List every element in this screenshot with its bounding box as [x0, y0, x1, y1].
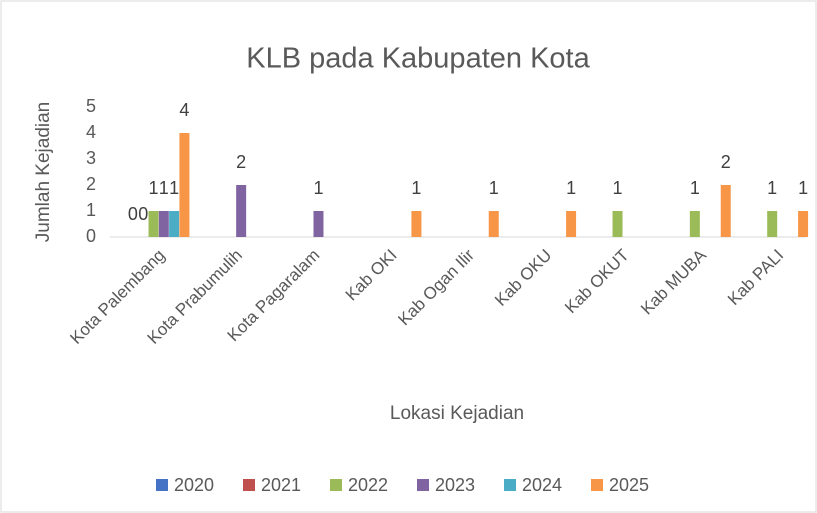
y-tick-label: 4 — [86, 122, 96, 142]
y-tick-label: 3 — [86, 148, 96, 168]
bar — [179, 133, 190, 237]
legend-label: 2023 — [435, 475, 475, 495]
data-label: 1 — [566, 178, 576, 198]
data-label: 0 — [128, 204, 138, 224]
legend-label: 2020 — [174, 475, 214, 495]
bar — [566, 211, 577, 237]
data-label: 1 — [690, 178, 700, 198]
bar — [612, 211, 623, 237]
bar — [488, 211, 499, 237]
legend-swatch — [504, 479, 516, 491]
bar — [767, 211, 778, 237]
data-label: 1 — [149, 178, 159, 198]
chart-title: KLB pada Kabupaten Kota — [246, 43, 590, 75]
data-label: 2 — [721, 152, 731, 172]
y-axis-label: Jumlah Kejadian — [33, 102, 54, 242]
legend-swatch — [591, 479, 603, 491]
bar — [798, 211, 809, 237]
bar — [313, 211, 324, 237]
legend-swatch — [330, 479, 342, 491]
data-label: 1 — [159, 178, 169, 198]
bar — [411, 211, 422, 237]
data-label: 1 — [169, 178, 179, 198]
legend-label: 2025 — [609, 475, 649, 495]
bar — [236, 185, 247, 237]
y-tick-label: 1 — [86, 200, 96, 220]
data-label: 1 — [767, 178, 777, 198]
data-label: 1 — [313, 178, 323, 198]
bar — [148, 211, 159, 237]
data-label: 1 — [613, 178, 623, 198]
x-axis-label: Lokasi Kejadian — [390, 403, 524, 424]
legend-label: 2021 — [261, 475, 301, 495]
legend-label: 2022 — [348, 475, 388, 495]
bar — [169, 211, 180, 237]
data-label: 2 — [236, 152, 246, 172]
y-tick-label: 2 — [86, 174, 96, 194]
y-tick-label: 0 — [86, 226, 96, 246]
data-label: 1 — [411, 178, 421, 198]
data-label: 4 — [179, 100, 189, 120]
data-label: 1 — [489, 178, 499, 198]
legend-swatch — [156, 479, 168, 491]
legend-swatch — [417, 479, 429, 491]
legend-swatch — [243, 479, 255, 491]
bar — [158, 211, 169, 237]
bar — [720, 185, 731, 237]
data-label: 0 — [138, 204, 148, 224]
bar — [689, 211, 700, 237]
y-tick-label: 5 — [86, 96, 96, 116]
data-label: 1 — [798, 178, 808, 198]
legend-label: 2024 — [522, 475, 562, 495]
